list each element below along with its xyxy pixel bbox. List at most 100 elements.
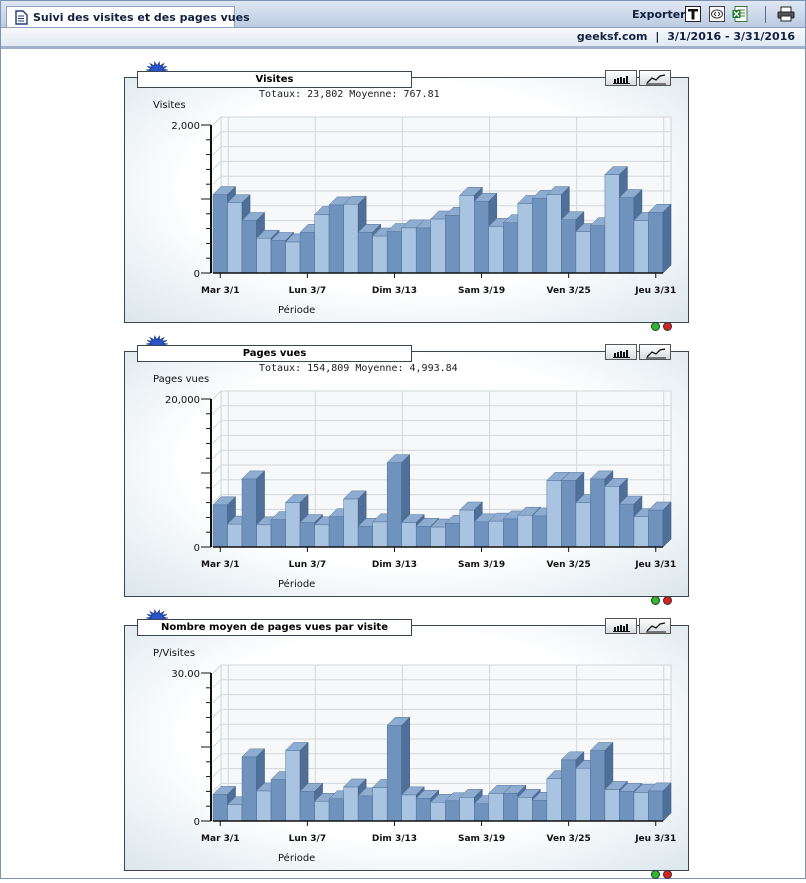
bar-face: [503, 222, 519, 274]
bar-face: [474, 521, 490, 548]
bar-face: [241, 478, 257, 548]
bar-face: [212, 194, 228, 274]
bar-face: [343, 498, 359, 548]
export-excel-icon[interactable]: [732, 6, 748, 22]
chart-totals: Totaux: 23,802 Moyenne: 767.81: [259, 89, 440, 100]
y-tick-label: 20,000: [165, 395, 200, 406]
bar-face: [561, 759, 577, 822]
bar-face: [357, 526, 373, 548]
bar-face: [459, 797, 475, 822]
x-tick-label: Mar 3/1: [201, 834, 239, 844]
bar-face: [372, 235, 388, 274]
gridline-left-wall: [212, 694, 222, 703]
separator: |: [655, 30, 660, 43]
gridline-left-wall: [212, 664, 222, 674]
bar-face: [328, 516, 344, 548]
x-tick-label: Dim 3/13: [372, 286, 417, 296]
bar-face: [474, 803, 490, 822]
bar-face: [619, 197, 635, 274]
bar-chart-button[interactable]: [605, 344, 637, 360]
bar-face: [488, 793, 504, 822]
gridline-left-wall: [212, 175, 222, 185]
bar-face: [488, 520, 504, 548]
bar-face: [503, 518, 519, 548]
line-chart-button[interactable]: [639, 70, 671, 86]
gridline-left-wall: [212, 390, 222, 400]
bar-face: [532, 800, 548, 822]
bar-face: [227, 804, 243, 822]
bar-face: [604, 174, 620, 274]
bar-face: [386, 462, 402, 548]
export-xml-icon[interactable]: [709, 6, 725, 22]
red-light-icon: [663, 596, 672, 605]
line-chart-button[interactable]: [639, 344, 671, 360]
gridline-left-wall: [212, 783, 222, 792]
bar-face: [314, 214, 330, 274]
gridline-left-wall: [212, 405, 222, 415]
bar-face: [415, 526, 431, 548]
bar-chart-button[interactable]: [605, 70, 637, 86]
line-chart-button[interactable]: [639, 618, 671, 634]
bar-face: [517, 203, 533, 274]
chart-bar: [647, 203, 672, 274]
y-tick-label: 0: [194, 817, 200, 828]
top-toolbar: Suivi des visites et des pages vues Expo…: [1, 1, 805, 28]
gridline-left-wall: [212, 464, 222, 474]
line-chart-icon: [646, 622, 666, 633]
bar-face: [270, 240, 286, 274]
gridline-left-wall: [212, 738, 222, 748]
bar-face: [328, 798, 344, 822]
gridline-left-wall: [212, 131, 222, 141]
bar-face: [459, 509, 475, 548]
bar-face: [415, 227, 431, 274]
bar-face: [256, 237, 272, 274]
y-axis-title: Visites: [153, 100, 186, 111]
bar-face: [241, 756, 257, 822]
bar-face: [430, 526, 446, 548]
chart-type-buttons: [605, 344, 673, 363]
bar-face: [590, 750, 606, 822]
bar-face: [372, 521, 388, 548]
status-lights: [651, 316, 675, 335]
y-axis-title: P/Visites: [153, 648, 195, 659]
bar-face: [285, 750, 301, 822]
report-tab[interactable]: Suivi des visites et des pages vues: [6, 6, 250, 27]
y-axis-title: Pages vues: [153, 374, 209, 385]
bar-face: [343, 203, 359, 274]
x-tick-label: Jeu 3/31: [634, 286, 676, 296]
line-chart-icon: [646, 348, 666, 359]
bar-face: [503, 793, 519, 822]
x-tick-label: Sam 3/19: [458, 286, 505, 296]
chart-title: Visites: [137, 71, 412, 88]
bar-face: [546, 778, 562, 822]
site-name: geeksf.com: [576, 30, 648, 43]
chart-title: Pages vues: [137, 345, 412, 362]
bar-face: [445, 523, 461, 548]
bar-face: [227, 523, 243, 548]
bar-face: [619, 791, 635, 822]
bar-face: [415, 798, 431, 822]
bar-face: [633, 516, 649, 548]
print-icon[interactable]: [777, 6, 795, 22]
red-light-icon: [663, 870, 672, 879]
x-tick-label: Lun 3/7: [289, 560, 327, 570]
bar-face: [256, 524, 272, 548]
bar-face: [386, 725, 402, 822]
x-axis-title: Période: [278, 304, 315, 316]
bar-chart-button[interactable]: [605, 618, 637, 634]
bar-face: [517, 797, 533, 822]
gridline-left-wall: [212, 161, 222, 170]
line-chart-icon: [646, 74, 666, 85]
export-text-icon[interactable]: [685, 6, 701, 22]
bar-face: [532, 515, 548, 548]
bar-face: [401, 794, 417, 822]
chart-title: Nombre moyen de pages vues par visite: [137, 619, 412, 636]
gridline-left-wall: [212, 709, 222, 718]
green-light-icon: [651, 870, 660, 879]
bar-face: [401, 227, 417, 274]
bar-face: [619, 503, 635, 548]
date-range: 3/1/2016 - 3/31/2016: [667, 30, 795, 43]
bar-face: [357, 795, 373, 822]
